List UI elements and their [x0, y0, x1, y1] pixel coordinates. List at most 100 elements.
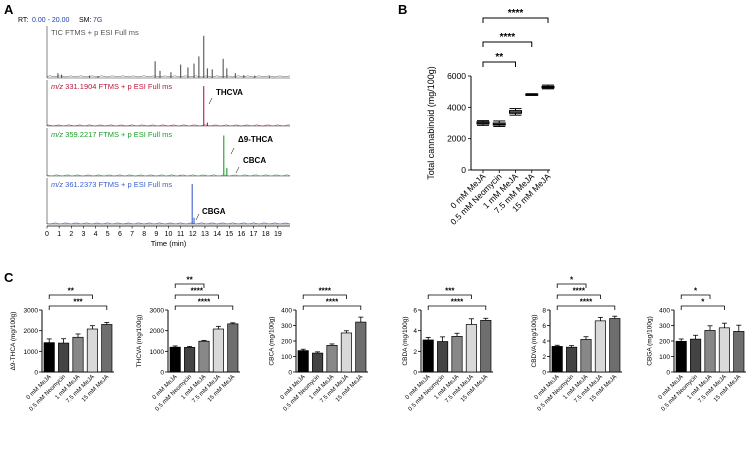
- time-tick-label: 0: [45, 231, 49, 238]
- y-tick-label: 4: [413, 328, 417, 335]
- y-tick-label: 2: [413, 349, 417, 356]
- bar: [675, 340, 687, 373]
- panel-label-b: B: [398, 2, 407, 17]
- significance-label: ***: [445, 287, 455, 296]
- peak-annotation-leader: [195, 213, 200, 221]
- bar: [451, 336, 463, 373]
- significance-label: **: [495, 52, 503, 63]
- bar: [297, 350, 309, 373]
- panel-label-c: C: [4, 270, 14, 285]
- y-tick-label: 6: [542, 323, 546, 330]
- peak-annotation-leader: [208, 97, 213, 105]
- y-axis-label: CBDA (mg/100g): [402, 316, 409, 365]
- significance-bracket: [482, 61, 516, 67]
- significance-label: *: [701, 298, 705, 307]
- bar: [43, 342, 55, 373]
- bar: [690, 338, 702, 373]
- time-tick-label: 3: [81, 231, 85, 238]
- significance-bracket: [48, 294, 93, 299]
- significance-label: ****: [500, 32, 516, 43]
- trace-noise: [46, 174, 291, 177]
- sm-value: 7G: [93, 17, 102, 24]
- rt-range: 0.00 - 20.00: [32, 17, 69, 24]
- bar: [704, 330, 716, 373]
- y-tick-label: 0: [666, 370, 670, 377]
- bar: [718, 327, 730, 373]
- y-tick-label: 100: [659, 354, 670, 361]
- y-tick-label: 200: [659, 339, 670, 346]
- rt-label: RT:: [18, 17, 28, 24]
- bar: [326, 344, 338, 373]
- trace-label-text: 359.2217 FTMS + p ESI Full ms: [65, 130, 172, 139]
- sm-label: SM:: [79, 17, 92, 24]
- bar: [480, 319, 492, 373]
- time-tick-label: 6: [118, 231, 122, 238]
- bar: [609, 318, 621, 373]
- bar: [594, 320, 606, 373]
- y-tick-label: 2000: [447, 134, 466, 144]
- trace-noise: [46, 75, 291, 78]
- time-tick-label: 4: [94, 231, 98, 238]
- significance-label: ****: [191, 287, 204, 296]
- y-tick-label: 400: [659, 308, 670, 315]
- significance-bracket: [302, 305, 362, 310]
- peak-annotation: CBCA: [243, 156, 266, 165]
- y-tick-label: 1000: [24, 349, 39, 356]
- trace-label-text: TIC FTMS + p ESI Full ms: [51, 28, 139, 37]
- bar: [227, 323, 239, 373]
- y-tick-label: 0: [160, 370, 164, 377]
- y-axis-label: CBGA (mg/100g): [646, 316, 653, 366]
- y-tick-label: 300: [659, 323, 670, 330]
- y-tick-label: 6: [413, 308, 417, 315]
- peak-annotation: THCVA: [216, 88, 243, 97]
- bar: [733, 331, 745, 373]
- significance-label: ****: [198, 298, 211, 307]
- significance-bracket: [680, 305, 725, 310]
- y-tick-label: 300: [281, 323, 292, 330]
- time-tick-label: 19: [274, 231, 282, 238]
- significance-label: ****: [508, 8, 524, 19]
- bar: [198, 340, 210, 373]
- time-tick-label: 2: [69, 231, 73, 238]
- y-tick-label: 0: [542, 370, 546, 377]
- y-tick-label: 200: [281, 339, 292, 346]
- y-tick-label: 3000: [150, 308, 165, 315]
- significance-label: **: [68, 287, 75, 296]
- significance-label: ****: [319, 287, 332, 296]
- mz-prefix: m/z: [51, 130, 65, 139]
- significance-bracket: [174, 283, 205, 288]
- trace-label: m/z 361.2373 FTMS + p ESI Full ms: [51, 180, 172, 189]
- time-tick-label: 17: [250, 231, 258, 238]
- y-tick-label: 3000: [24, 308, 39, 315]
- trace-label: m/z 331.1904 FTMS + p ESI Full ms: [51, 82, 172, 91]
- significance-bracket: [302, 294, 347, 299]
- significance-bracket: [556, 283, 587, 288]
- bar: [72, 336, 84, 373]
- significance-bracket: [427, 294, 472, 299]
- bar: [169, 346, 181, 373]
- significance-label: ****: [573, 287, 586, 296]
- y-tick-label: 2000: [150, 328, 165, 335]
- bar: [437, 341, 449, 373]
- time-tick-label: 7: [130, 231, 134, 238]
- trace-noise: [46, 124, 290, 127]
- bar: [58, 342, 70, 373]
- y-tick-label: 2: [542, 354, 546, 361]
- significance-label: *: [694, 287, 698, 296]
- time-tick-label: 16: [238, 231, 246, 238]
- panel-label-a: A: [4, 2, 14, 17]
- significance-bracket: [556, 294, 601, 299]
- y-tick-label: 0: [413, 370, 417, 377]
- bar: [312, 352, 324, 373]
- time-tick-label: 1: [57, 231, 61, 238]
- significance-label: ****: [580, 298, 593, 307]
- trace-label-text: 361.2373 FTMS + p ESI Full ms: [65, 180, 172, 189]
- bar: [465, 324, 477, 373]
- chromatogram-header: RT: 0.00 - 20.00 SM: 7G: [18, 17, 102, 24]
- time-tick-label: 13: [201, 231, 209, 238]
- time-tick-label: 11: [177, 231, 184, 238]
